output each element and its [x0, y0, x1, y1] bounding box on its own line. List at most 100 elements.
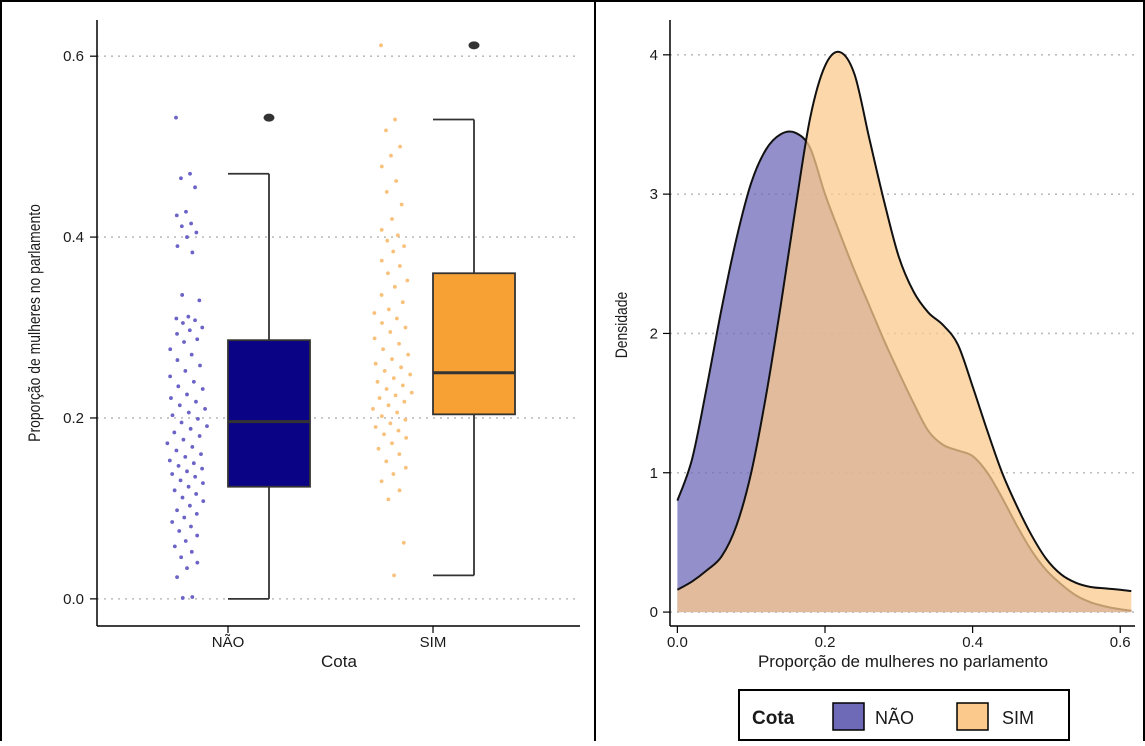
jitter-point [193, 318, 197, 323]
jitter-point [183, 539, 188, 543]
jitter-point [379, 258, 384, 263]
box-iqr [432, 272, 516, 416]
jitter-point [189, 221, 194, 226]
jitter-point [175, 575, 179, 580]
jitter-point [172, 544, 177, 549]
legend-box [738, 689, 1070, 741]
legend-label-nao: NÃO [875, 707, 914, 728]
jitter-point [384, 459, 389, 464]
jitter-point [399, 365, 403, 370]
jitter-point [196, 416, 200, 421]
jitter-point [379, 43, 383, 48]
jitter-point [189, 352, 194, 357]
legend-key-sim [956, 702, 989, 731]
jitter-point [190, 250, 195, 255]
jitter-point [180, 495, 185, 500]
jitter-point [178, 478, 183, 483]
jitter-point [384, 387, 389, 391]
jitter-point [201, 481, 205, 485]
legend-label-sim: SIM [1002, 708, 1034, 728]
jitter-point [174, 213, 179, 218]
jitter-point [400, 383, 405, 388]
jitter-point [390, 217, 394, 221]
jitter-point [179, 176, 183, 181]
jitter-point [395, 316, 399, 321]
jitter-point [168, 374, 173, 379]
jitter-point [200, 325, 205, 330]
jitter-point [185, 566, 189, 571]
jitter-point [179, 224, 184, 229]
jitter-point [182, 340, 186, 344]
jitter-point [402, 244, 406, 249]
box-iqr [227, 339, 311, 488]
left-axes [96, 20, 580, 627]
jitter-point [200, 466, 205, 471]
jitter-point [191, 379, 196, 384]
jitter-point [390, 441, 394, 446]
jitter-point [396, 428, 401, 433]
right-x-tick-label: 0.4 [962, 634, 983, 651]
density-area-sim [677, 51, 1132, 613]
jitter-point [379, 293, 384, 297]
jitter-point [185, 469, 189, 474]
jitter-point [185, 392, 189, 397]
jitter-point [389, 153, 393, 158]
jitter-point [205, 424, 209, 429]
jitter-point [193, 474, 198, 479]
jitter-point [174, 115, 178, 120]
jitter-point [384, 128, 388, 133]
jitter-point [409, 390, 414, 395]
boxplots [227, 41, 516, 600]
jitter-point [197, 434, 202, 438]
left-y-axis-title: Proporção de mulheres no parlamento [26, 204, 45, 442]
jitter-point [172, 430, 177, 435]
jitter-point [395, 410, 400, 415]
legend: Cota NÃO SIM [738, 689, 1070, 741]
left-y-tick-label: 0.0 [63, 591, 84, 608]
jitter-point [168, 347, 173, 352]
outlier-point [468, 41, 480, 50]
jitter-point [201, 499, 206, 504]
jitter-point [175, 331, 179, 336]
jitter-point [392, 573, 396, 578]
jitter-point [183, 454, 188, 459]
jitter-point [402, 399, 407, 404]
jitter-point [395, 233, 400, 238]
jitter-point [373, 425, 378, 429]
jitter-point [375, 379, 380, 384]
jitter-point [400, 300, 405, 305]
jitter-point [391, 376, 396, 381]
jitter-point [174, 448, 179, 453]
density-curve-sim [676, 50, 1132, 593]
left-x-axis-title: Cota [321, 652, 357, 671]
jitter-point [190, 595, 195, 599]
jitter-point [203, 407, 207, 411]
jitter-point [403, 325, 408, 330]
jitter-point [379, 414, 384, 419]
jitter-point [381, 347, 385, 352]
density-areas [676, 50, 1132, 613]
jitter-point [177, 403, 182, 408]
jitter-point [397, 341, 401, 346]
legend-key-nao [832, 702, 865, 731]
jitter-point [388, 330, 393, 334]
jitter-point [188, 426, 193, 431]
jitter-point [393, 117, 397, 122]
jitter-point [386, 497, 391, 502]
jitter-point [401, 540, 406, 545]
jitter-point [181, 321, 185, 325]
left-y-ticks: 0.0 0.2 0.4 0.6 [63, 48, 97, 608]
jitter-point [197, 298, 202, 303]
jitter-point [189, 524, 193, 529]
jitter-point [191, 461, 196, 466]
jitter-point [170, 520, 175, 524]
jitter-point [176, 464, 181, 468]
right-x-axis-title: Proporção de mulheres no parlamento [758, 652, 1048, 671]
jitter-point [170, 413, 175, 418]
jitter-point [175, 508, 179, 513]
jitter-point [391, 472, 396, 476]
left-x-tick-label: SIM [420, 634, 447, 651]
jitter-point [382, 369, 387, 373]
jitter-point [194, 511, 199, 516]
